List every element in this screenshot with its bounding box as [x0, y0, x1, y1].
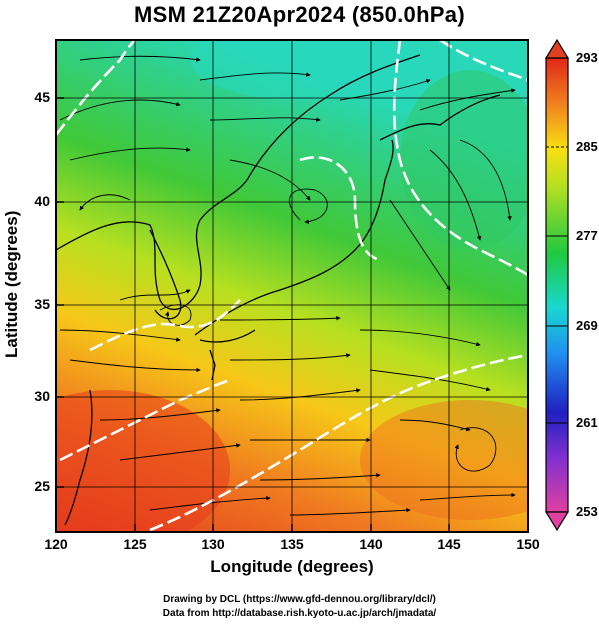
- credit-drawing: Drawing by DCL (https://www.gfd-dennou.o…: [163, 594, 436, 605]
- colorbar-label: 261: [576, 415, 598, 430]
- y-tick-label: 40: [34, 193, 50, 209]
- credit-data-source: Data from http://database.rish.kyoto-u.a…: [162, 608, 437, 619]
- tick-marks: [55, 97, 529, 532]
- y-tick-label: 45: [34, 89, 50, 105]
- chart-title: MSM 21Z20Apr2024 (850.0hPa): [134, 2, 465, 27]
- coastlines: [56, 54, 501, 526]
- x-axis-label: Longitude (degrees): [210, 557, 374, 576]
- colorbar-label: 277: [576, 228, 598, 243]
- x-tick-label: 120: [44, 536, 68, 552]
- colorbar-label: 253: [576, 504, 598, 519]
- x-tick-label: 130: [201, 536, 225, 552]
- x-tick-label: 145: [437, 536, 461, 552]
- graticule: [56, 40, 528, 532]
- colorbar: [544, 38, 570, 532]
- y-tick-label: 30: [34, 388, 50, 404]
- y-tick-label: 25: [34, 478, 50, 494]
- y-tick-label: 35: [34, 296, 50, 312]
- x-tick-label: 150: [516, 536, 540, 552]
- colorbar-label: 285: [576, 139, 598, 154]
- colorbar-label: 293: [576, 50, 598, 65]
- streamlines: [59, 55, 516, 516]
- x-tick-label: 125: [123, 536, 147, 552]
- x-tick-label: 140: [359, 536, 383, 552]
- x-tick-label: 135: [280, 536, 304, 552]
- colorbar-label: 269: [576, 318, 598, 333]
- isotherms: [56, 40, 528, 532]
